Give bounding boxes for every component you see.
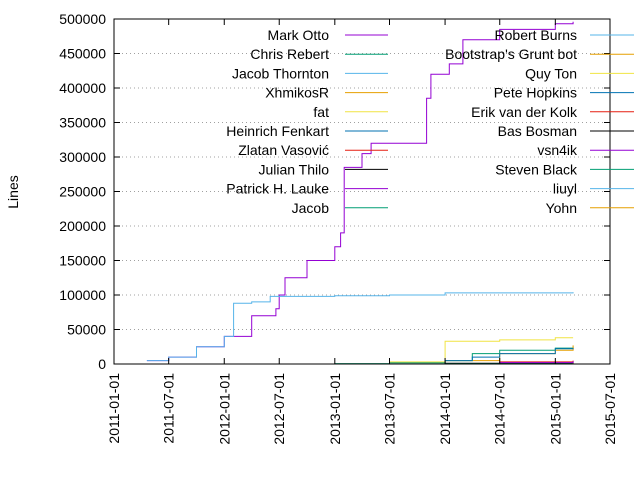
x-tick-label: 2011-01-01: [106, 373, 122, 444]
x-tick-label: 2011-07-01: [161, 373, 177, 444]
legend-label: liuyl: [553, 181, 577, 197]
x-tick-label: 2014-07-01: [492, 373, 508, 445]
y-tick-label: 450000: [59, 46, 106, 62]
y-tick-label: 100000: [59, 287, 106, 303]
legend-label: Steven Black: [495, 161, 578, 177]
y-axis-label: Lines: [5, 175, 21, 208]
legend-label: Bootstrap's Grunt bot: [445, 46, 577, 62]
legend-label: Zlatan Vasović: [238, 142, 329, 158]
legend-label: Mark Otto: [268, 27, 330, 43]
legend-label: Pete Hopkins: [494, 85, 577, 101]
y-tick-label: 250000: [59, 184, 106, 200]
legend-label: Erik van der Kolk: [471, 104, 578, 120]
legend-label: Heinrich Fenkart: [226, 123, 329, 139]
x-tick-label: 2014-01-01: [437, 373, 453, 445]
legend-label: Julian Thilo: [258, 161, 329, 177]
y-tick-label: 50000: [67, 322, 106, 338]
x-tick-label: 2012-07-01: [271, 373, 287, 445]
legend-label: Jacob Thornton: [232, 65, 329, 81]
x-axis: 2011-01-01 2011-07-01 2012-01-01 2012-07-01…: [106, 19, 618, 445]
y-tick-label: 150000: [59, 253, 106, 269]
series-line-xhmikosr: [390, 345, 574, 364]
legend-label: Yohn: [546, 200, 577, 216]
x-tick-label: 2013-07-01: [381, 373, 397, 445]
y-tick-label: 200000: [59, 218, 106, 234]
legend-label: XhmikosR: [265, 85, 329, 101]
legend-label: Patrick H. Lauke: [226, 181, 329, 197]
x-tick-label: 2013-01-01: [327, 373, 343, 445]
legend-label: Robert Burns: [495, 27, 577, 43]
x-tick-label: 2015-01-01: [547, 373, 563, 445]
y-tick-label: 500000: [59, 11, 106, 27]
y-tick-label: 350000: [59, 115, 106, 131]
legend: Mark Otto Chris Rebert Jacob Thornton Xhmik…: [226, 27, 634, 216]
y-tick-label: 400000: [59, 80, 106, 96]
y-tick-label: 300000: [59, 149, 106, 165]
x-tick-label: 2012-01-01: [216, 373, 232, 445]
legend-label: Jacob: [292, 200, 330, 216]
legend-label: Bas Bosman: [498, 123, 577, 139]
x-tick-label: 2015-07-01: [602, 373, 618, 445]
legend-label: fat: [313, 104, 329, 120]
legend-label: Chris Rebert: [250, 46, 329, 62]
legend-label: Quy Ton: [525, 65, 577, 81]
y-tick-label: 0: [98, 356, 106, 372]
legend-label: vsn4ik: [537, 142, 578, 158]
series-line-chris-rebert: [335, 347, 573, 364]
